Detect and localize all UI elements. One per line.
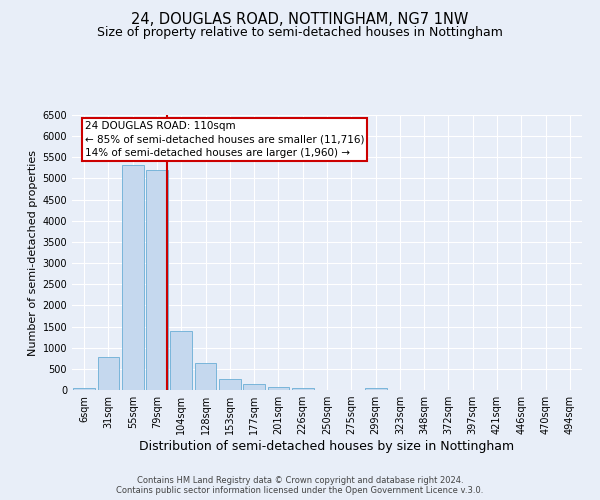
Bar — [122, 165, 143, 390]
Y-axis label: Number of semi-detached properties: Number of semi-detached properties — [28, 150, 38, 356]
Text: Contains public sector information licensed under the Open Government Licence v.: Contains public sector information licen… — [116, 486, 484, 495]
Bar — [170, 331, 192, 390]
Bar — [292, 388, 314, 390]
X-axis label: Distribution of semi-detached houses by size in Nottingham: Distribution of semi-detached houses by … — [139, 440, 515, 453]
Text: Contains HM Land Registry data © Crown copyright and database right 2024.: Contains HM Land Registry data © Crown c… — [137, 476, 463, 485]
Text: 24 DOUGLAS ROAD: 110sqm
← 85% of semi-detached houses are smaller (11,716)
14% o: 24 DOUGLAS ROAD: 110sqm ← 85% of semi-de… — [85, 122, 364, 158]
Text: 24, DOUGLAS ROAD, NOTTINGHAM, NG7 1NW: 24, DOUGLAS ROAD, NOTTINGHAM, NG7 1NW — [131, 12, 469, 28]
Bar — [146, 170, 168, 390]
Bar — [268, 386, 289, 390]
Bar — [194, 364, 217, 390]
Bar — [365, 388, 386, 390]
Text: Size of property relative to semi-detached houses in Nottingham: Size of property relative to semi-detach… — [97, 26, 503, 39]
Bar — [243, 384, 265, 390]
Bar — [97, 357, 119, 390]
Bar — [73, 388, 95, 390]
Bar — [219, 379, 241, 390]
